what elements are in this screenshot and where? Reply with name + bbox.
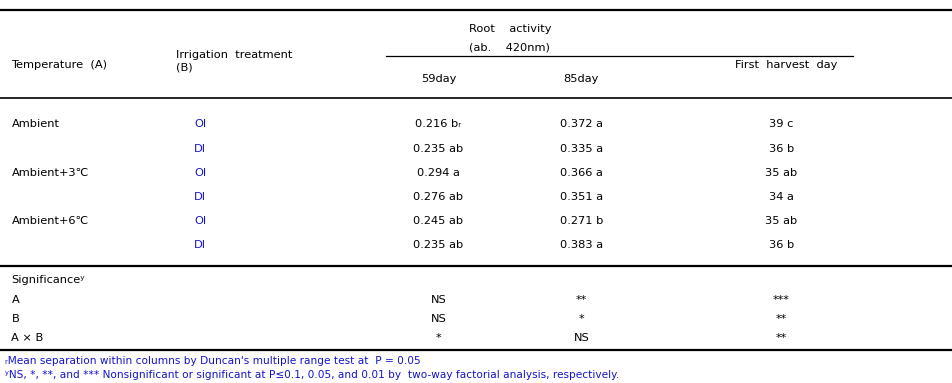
Text: NS: NS [430,295,446,304]
Text: 0.351 a: 0.351 a [559,192,603,202]
Text: 39 c: 39 c [768,119,793,129]
Text: DI: DI [194,240,206,250]
Text: 85day: 85day [563,74,599,83]
Text: First  harvest  day: First harvest day [734,60,837,70]
Text: *: * [578,314,584,324]
Text: OI: OI [194,216,206,226]
Text: 0.335 a: 0.335 a [559,144,603,154]
Text: 0.216 bᵣ: 0.216 bᵣ [415,119,461,129]
Text: 34 a: 34 a [768,192,793,202]
Text: *: * [435,333,441,343]
Text: 0.245 ab: 0.245 ab [413,216,463,226]
Text: A: A [11,295,19,304]
Text: NS: NS [573,333,588,343]
Text: 0.366 a: 0.366 a [560,168,602,178]
Text: 0.235 ab: 0.235 ab [413,240,463,250]
Text: 0.271 b: 0.271 b [559,216,603,226]
Text: 0.235 ab: 0.235 ab [413,144,463,154]
Text: ʸNS, *, **, and *** Nonsignificant or significant at P≤0.1, 0.05, and 0.01 by  t: ʸNS, *, **, and *** Nonsignificant or si… [5,370,619,380]
Text: DI: DI [194,144,206,154]
Text: 36 b: 36 b [768,240,793,250]
Text: Root    activity: Root activity [468,24,550,34]
Text: OI: OI [194,168,206,178]
Text: DI: DI [194,192,206,202]
Text: **: ** [575,295,586,304]
Text: 0.372 a: 0.372 a [559,119,603,129]
Text: Ambient+3℃: Ambient+3℃ [11,168,89,178]
Text: 0.383 a: 0.383 a [559,240,603,250]
Text: 0.276 ab: 0.276 ab [413,192,463,202]
Text: Temperature  (A): Temperature (A) [11,60,108,70]
Text: 35 ab: 35 ab [764,168,797,178]
Text: 35 ab: 35 ab [764,216,797,226]
Text: Irrigation  treatment
(B): Irrigation treatment (B) [176,50,292,73]
Text: A × B: A × B [11,333,44,343]
Text: **: ** [775,314,786,324]
Text: OI: OI [194,119,206,129]
Text: NS: NS [430,314,446,324]
Text: **: ** [775,333,786,343]
Text: 0.294 a: 0.294 a [417,168,459,178]
Text: B: B [11,314,19,324]
Text: Ambient: Ambient [11,119,59,129]
Text: ᵣMean separation within columns by Duncan's multiple range test at  P = 0.05: ᵣMean separation within columns by Dunca… [5,356,420,366]
Text: ***: *** [772,295,789,304]
Text: 36 b: 36 b [768,144,793,154]
Text: 59day: 59day [420,74,456,83]
Text: Significanceʸ: Significanceʸ [11,275,85,285]
Text: Ambient+6℃: Ambient+6℃ [11,216,89,226]
Text: (ab.    420nm): (ab. 420nm) [469,43,549,53]
